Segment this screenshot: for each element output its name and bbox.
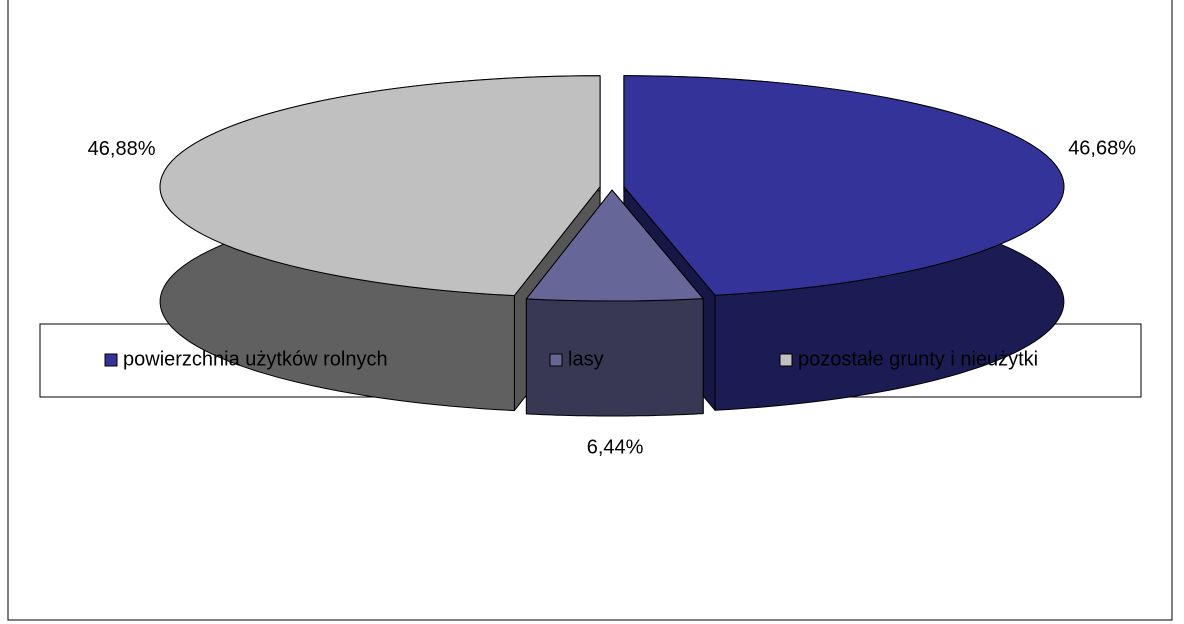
legend-swatch [549,353,563,367]
data-label: 46,68% [1068,137,1136,159]
legend-label: pozostałe grunty i nieużytki [798,348,1038,370]
pie-tops [159,75,1065,302]
pie-slice [623,75,1065,296]
legend-swatch [104,353,118,367]
legend-swatch [779,353,793,367]
pie-slice [525,189,704,302]
pie-slice [159,75,601,297]
legend-label: powierzchnia użytków rolnych [123,348,388,370]
data-label: 6,44% [587,437,644,459]
legend-label: lasy [568,348,604,370]
data-label: 46,88% [88,138,156,160]
